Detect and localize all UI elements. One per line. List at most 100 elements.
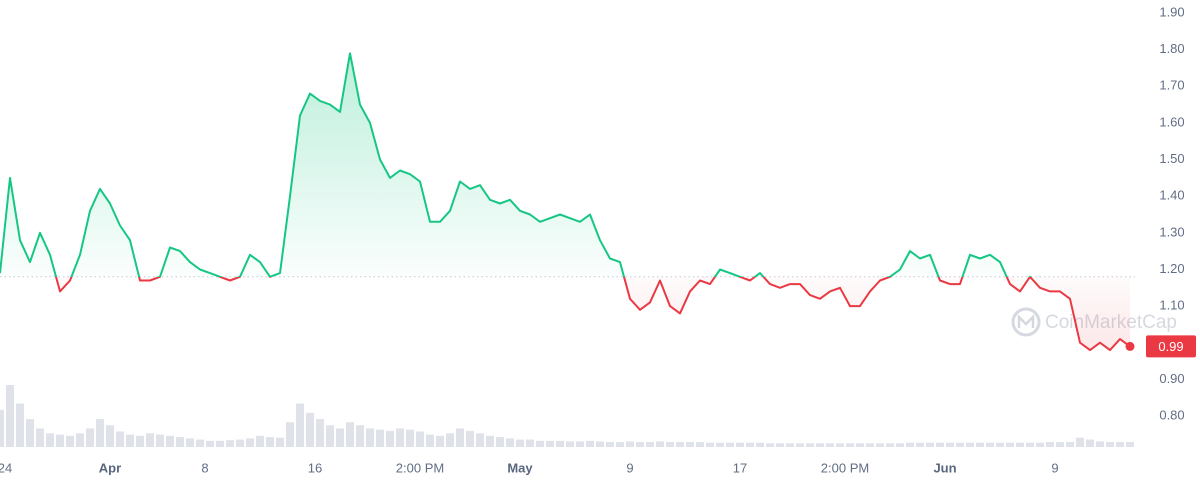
volume-bar [1076,437,1084,447]
y-tick-label: 1.30 [1159,224,1184,239]
price-tag-label: 0.99 [1158,339,1183,354]
volume-bar [846,443,854,447]
volume-bar [1026,442,1034,447]
volume-bar [676,442,684,447]
volume-bar [186,438,194,447]
volume-bar [316,419,324,447]
volume-bar [616,442,624,447]
volume-bar [426,434,434,447]
volume-bar [1016,442,1024,447]
x-tick-label: May [507,460,533,475]
volume-bar [96,419,104,447]
x-tick-label: 24 [0,460,12,475]
volume-bar [216,440,224,447]
y-tick-label: 1.70 [1159,78,1184,93]
volume-bar [876,443,884,447]
volume-bar [856,443,864,447]
y-tick-label: 1.50 [1159,151,1184,166]
volume-bar [436,435,444,447]
watermark-logo-m [1017,313,1035,328]
volume-bar [696,442,704,447]
volume-bar [986,442,994,447]
x-tick-label: 17 [733,460,747,475]
x-tick-label: 16 [308,460,322,475]
volume-bar [766,443,774,447]
volume-bar [396,428,404,447]
volume-bar [176,437,184,447]
volume-bar [66,435,74,447]
volume-bar [866,443,874,447]
volume-bar [406,429,414,447]
volume-bar [386,430,394,447]
volume-bar [86,428,94,447]
volume-bar [106,425,114,447]
volume-bar [1066,442,1074,447]
watermark-logo [1011,307,1041,337]
x-tick-label: 2:00 PM [821,460,869,475]
volume-bar [126,434,134,447]
volume-bar [266,437,274,447]
volume-bar [636,442,644,447]
volume-bar [626,441,634,447]
volume-bar [276,437,284,447]
volume-bar [1106,442,1114,447]
volume-bar [336,428,344,447]
volume-bar [906,442,914,447]
volume-bar [1036,442,1044,447]
volume-bar [56,434,64,447]
volume-bar [996,442,1004,447]
volume-bar [76,433,84,447]
volume-bar [1046,442,1054,447]
volume-bar [836,443,844,447]
volume-bar [926,442,934,447]
y-tick-label: 1.40 [1159,188,1184,203]
volume-bar [346,422,354,447]
volume-bar [46,433,54,447]
volume-bar [1056,442,1064,447]
volume-bar [556,440,564,447]
price-line [0,52,1131,352]
volume-bar [576,441,584,447]
volume-bar [896,443,904,447]
x-tick-label: 8 [201,460,208,475]
volume-bar [446,433,454,447]
volume-bar [246,438,254,447]
volume-bar [586,440,594,447]
volume-bar [546,440,554,447]
volume-bar [36,428,44,447]
y-tick-label: 1.20 [1159,261,1184,276]
volume-bar [796,443,804,447]
volume-bar [526,439,534,447]
volume-bar [506,438,514,447]
volume-bar [0,409,4,447]
volume-bar [1096,441,1104,447]
x-tick-label: Jun [933,460,956,475]
volume-bar [156,434,164,447]
volume-bar [776,443,784,447]
volume-bar [366,428,374,447]
volume-bar [256,435,264,447]
volume-bar [826,443,834,447]
volume-bar [416,431,424,447]
volume-bar [966,442,974,447]
x-tick-label: 2:00 PM [396,460,444,475]
price-area [0,53,1130,351]
volume-bar [756,442,764,447]
volume-bar [816,443,824,447]
x-tick-label: Apr [99,460,121,475]
x-tick-label: 9 [1051,460,1058,475]
volume-bar [806,443,814,447]
volume-bar [166,435,174,447]
volume-bar [6,385,14,447]
volume-bar [1126,442,1134,447]
volume-bar [146,433,154,447]
volume-bar [1086,439,1094,447]
volume-bar [136,435,144,447]
volume-bar [476,433,484,447]
volume-bar [496,437,504,447]
y-tick-label: 0.90 [1159,371,1184,386]
price-tag [1146,335,1196,358]
volume-bar [236,439,244,447]
